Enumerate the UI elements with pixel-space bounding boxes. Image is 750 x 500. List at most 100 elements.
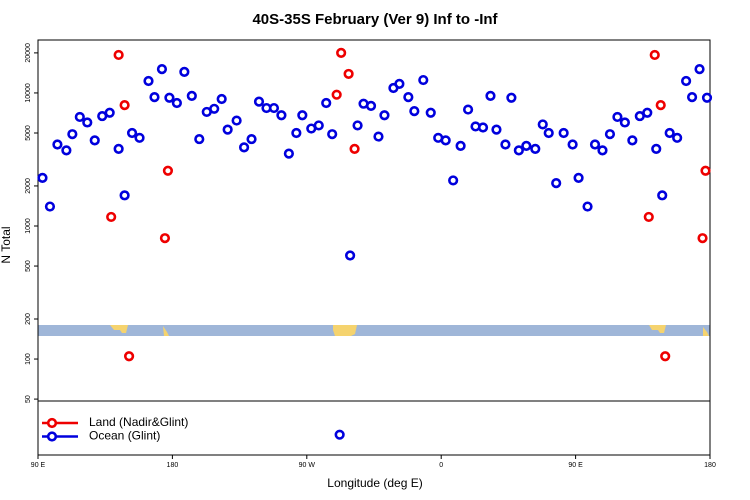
point <box>297 110 308 121</box>
x-axis-label: Longitude (deg E) <box>327 476 422 490</box>
point <box>597 145 608 156</box>
point <box>352 120 363 131</box>
point <box>156 64 168 75</box>
legend-label: Ocean (Glint) <box>89 429 160 443</box>
y-tick-label: 5000 <box>25 125 32 141</box>
point <box>345 250 356 261</box>
point <box>604 129 616 140</box>
point <box>134 132 145 143</box>
point <box>268 102 280 114</box>
point <box>321 97 332 109</box>
point <box>567 139 578 150</box>
point <box>327 129 338 140</box>
point <box>106 211 117 223</box>
point <box>651 143 662 154</box>
point <box>551 178 562 189</box>
point <box>253 96 265 107</box>
point <box>231 115 242 126</box>
land-shape <box>649 325 666 333</box>
point <box>113 49 124 61</box>
y-tick-label: 20000 <box>25 43 32 63</box>
y-axis-label: N Total <box>0 226 13 263</box>
point <box>664 127 675 139</box>
map-strip <box>38 325 710 336</box>
point <box>573 172 584 183</box>
x-tick-label: 90 E <box>568 462 583 469</box>
point <box>313 120 324 131</box>
point <box>681 75 692 87</box>
point <box>655 100 666 111</box>
point <box>477 122 489 133</box>
point <box>403 92 414 103</box>
point <box>67 129 78 140</box>
point <box>455 140 466 151</box>
point <box>589 139 601 150</box>
point <box>52 139 63 150</box>
land-shape <box>163 326 169 336</box>
point <box>612 111 623 123</box>
point <box>119 190 130 201</box>
point <box>409 106 420 117</box>
point <box>331 89 342 100</box>
y-tick-label: 200 <box>25 313 32 325</box>
point <box>276 110 287 121</box>
x-tick-label: 0 <box>439 462 443 469</box>
point <box>113 143 124 154</box>
point <box>186 90 197 102</box>
point <box>283 148 294 159</box>
point <box>194 133 205 145</box>
point <box>222 124 233 135</box>
y-tick-label: 500 <box>25 260 32 272</box>
point <box>657 190 668 201</box>
point <box>164 92 175 103</box>
land-shape <box>703 327 709 336</box>
plot-frame <box>37 39 711 456</box>
point <box>627 135 638 146</box>
point <box>159 233 171 244</box>
point <box>537 119 548 130</box>
point <box>418 74 429 86</box>
point <box>500 139 511 150</box>
legend-marker <box>46 431 58 442</box>
point <box>394 78 405 89</box>
point <box>179 66 190 77</box>
point <box>543 127 554 139</box>
x-tick-label: 180 <box>704 462 716 469</box>
point <box>506 92 517 103</box>
point <box>672 132 683 143</box>
point <box>701 92 713 103</box>
point <box>462 104 474 115</box>
point <box>686 92 698 103</box>
point <box>61 145 72 156</box>
y-tick-label: 50 <box>25 395 32 403</box>
point <box>642 107 653 118</box>
point <box>171 97 182 109</box>
point <box>349 143 360 154</box>
y-tick-label: 100 <box>25 353 32 365</box>
y-tick-label: 10000 <box>25 83 32 103</box>
point <box>104 107 115 118</box>
point <box>126 127 138 139</box>
point <box>123 351 135 362</box>
point <box>216 93 227 105</box>
point <box>143 75 154 87</box>
point <box>149 92 160 103</box>
point <box>37 172 48 183</box>
point <box>440 135 451 146</box>
point <box>521 140 532 151</box>
point <box>619 117 630 128</box>
point <box>379 110 390 121</box>
point <box>246 133 257 145</box>
point <box>82 117 93 128</box>
point <box>491 124 502 135</box>
point <box>209 103 220 114</box>
point <box>365 100 377 111</box>
x-tick-label: 180 <box>167 462 179 469</box>
land-shape <box>333 325 357 336</box>
point <box>343 68 354 80</box>
point <box>649 49 660 61</box>
point <box>643 211 654 223</box>
y-tick-label: 2000 <box>25 178 32 194</box>
land-shape <box>110 325 128 333</box>
